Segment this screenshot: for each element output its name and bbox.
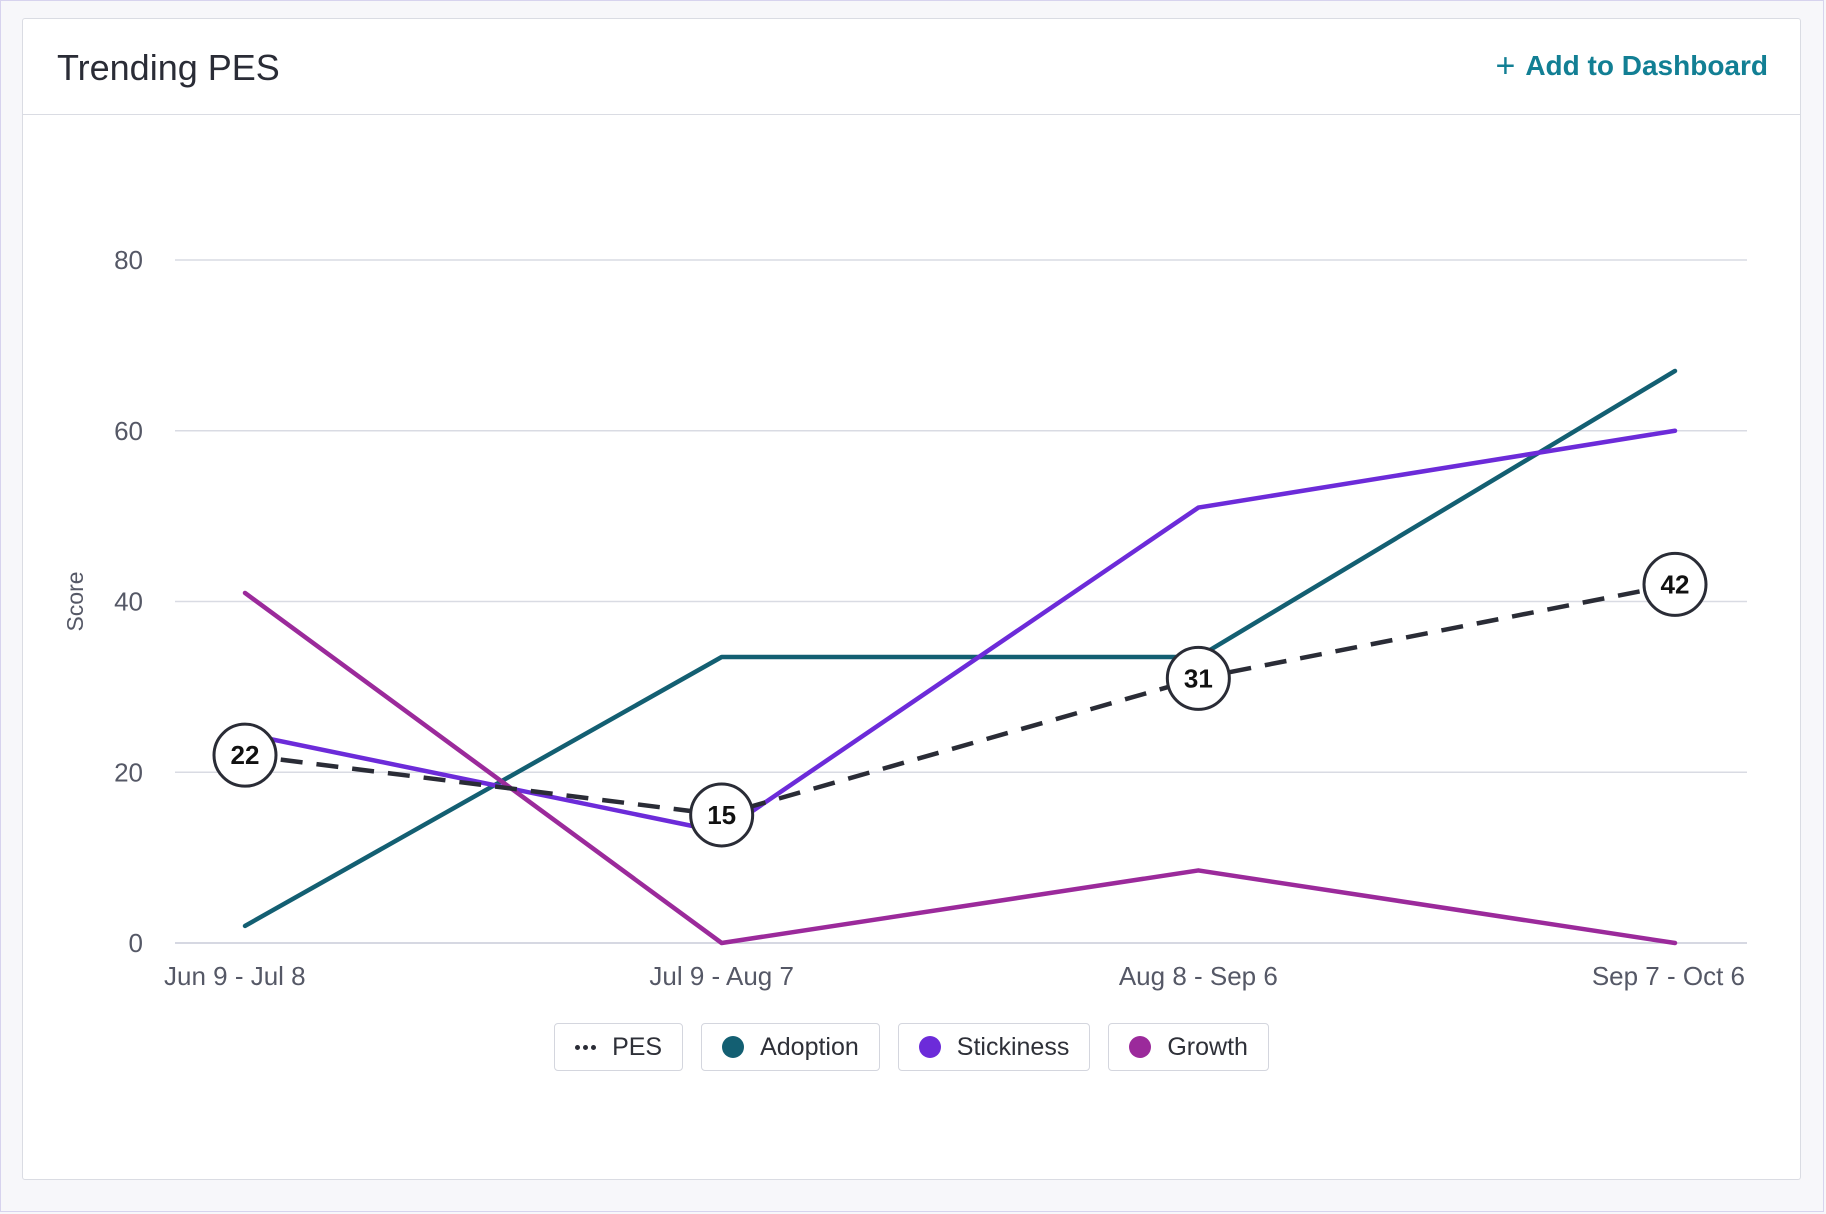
pes-data-label: 22: [231, 740, 260, 770]
y-tick-label: 80: [114, 245, 143, 275]
pes-data-label: 42: [1661, 569, 1690, 599]
pes-data-label: 15: [707, 800, 736, 830]
series-line-adoption: [242, 368, 1678, 929]
adoption-swatch-icon: [722, 1036, 745, 1058]
legend-item-growth[interactable]: Growth: [1108, 1023, 1269, 1071]
series-line-stickiness: [242, 428, 1678, 835]
add-to-dashboard-button[interactable]: + Add to Dashboard: [1495, 49, 1768, 83]
legend-item-stickiness[interactable]: Stickiness: [897, 1023, 1091, 1071]
card-header: Trending PES + Add to Dashboard: [23, 19, 1800, 115]
y-tick-label: 0: [129, 928, 143, 958]
pes-line-chart: 0 20 40 60 80 Score Jun 9 - Jul 8 Jul 9 - Aug 7…: [62, 245, 1747, 991]
dots-icon: [575, 1044, 597, 1050]
add-to-dashboard-label: Add to Dashboard: [1525, 50, 1768, 81]
y-tick-label: 20: [114, 757, 143, 787]
y-tick-label: 40: [114, 587, 143, 617]
series-line-pes: [244, 582, 1676, 818]
y-tick-label: 60: [114, 416, 143, 446]
x-tick-label: Jul 9 - Aug 7: [649, 961, 794, 991]
pes-point-marker: [212, 722, 278, 788]
series-line-growth: [242, 590, 1678, 946]
chart-legend: PES Adoption Stickiness Growth: [23, 1023, 1800, 1071]
growth-swatch-icon: [1129, 1036, 1152, 1058]
stickiness-swatch-icon: [918, 1036, 941, 1058]
legend-item-pes[interactable]: PES: [554, 1023, 684, 1071]
legend-label-growth: Growth: [1167, 1032, 1248, 1061]
legend-item-adoption[interactable]: Adoption: [701, 1023, 880, 1071]
legend-label-stickiness: Stickiness: [956, 1032, 1070, 1061]
x-tick-label: Aug 8 - Sep 6: [1119, 961, 1278, 991]
x-tick-label: Jun 9 - Jul 8: [164, 961, 306, 991]
pes-point-marker: [689, 782, 755, 848]
y-axis-label: Score: [62, 571, 88, 631]
plus-icon: +: [1495, 47, 1516, 85]
pes-data-label: 31: [1184, 663, 1213, 693]
legend-label-pes: PES: [612, 1032, 663, 1061]
legend-label-adoption: Adoption: [760, 1032, 859, 1061]
card-title: Trending PES: [57, 47, 280, 88]
x-tick-label: Sep 7 - Oct 6: [1592, 961, 1745, 991]
pes-point-marker: [1642, 551, 1708, 617]
pes-point-marker: [1165, 645, 1231, 711]
trending-pes-card: Trending PES + Add to Dashboard 0 20 40 60 8…: [22, 18, 1801, 1180]
